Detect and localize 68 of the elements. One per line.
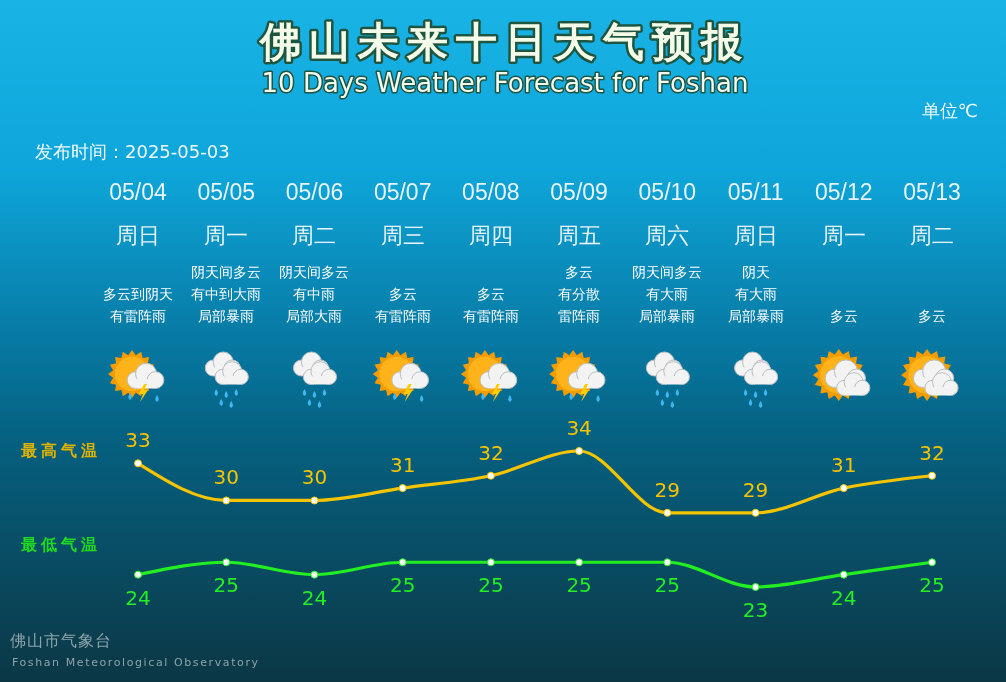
text: 多云 [918,308,946,324]
x-tick-label: 05/09 周五 [550,179,608,248]
data-label: 25 [213,573,239,598]
point [134,570,142,579]
data-label: 25 [919,573,945,598]
data-label: 24 [831,585,857,610]
text: 最低气温 [20,535,101,555]
data-label: 30 [213,465,239,490]
point [486,471,495,480]
text: 最高气温 [20,440,101,460]
x-tick-label: 05/08 周四 [462,179,520,248]
point [575,447,584,455]
x-tick-label: 05/07 周三 [373,179,432,248]
data-label: 29 [654,477,681,502]
chart-subtitle: 10 Days Weather Forecast for Foshan [261,68,749,98]
point [310,570,319,579]
data-label: 34 [566,416,592,440]
data-label: 25 [566,573,592,598]
data-label: 32 [919,440,945,465]
data-label: 31 [831,453,857,478]
data-label: 29 [742,477,769,502]
x-tick-label: 05/04 周日 [109,179,167,248]
data-label: 32 [478,440,504,465]
data-label: 31 [389,453,416,478]
data-label: 33 [125,428,151,453]
x-tick-label: 05/10 周六 [638,179,697,248]
text: 佛山市气象台 [10,631,112,650]
text: 多云有雷阵雨 [462,286,519,324]
point [928,471,936,480]
text: 阴天间多云有中到大雨局部暴雨 [191,264,262,324]
point [751,583,760,591]
point [663,558,672,567]
text: Foshan Meteorological Observatory [12,656,260,669]
point [839,484,848,493]
text: 阴天有大雨局部暴雨 [727,264,784,324]
point [310,496,319,505]
point [486,558,495,567]
point [222,496,231,505]
data-label: 25 [478,573,504,598]
text: 多云到阴天有雷阵雨 [103,286,173,324]
text: 多云有分散雷阵雨 [558,264,601,324]
point [928,558,936,567]
x-tick-label: 05/11 周日 [727,179,784,248]
text: 发布时间：2025-05-03 [35,141,230,162]
point [663,508,672,517]
data-label: 23 [742,598,769,622]
chart-title: 佛山未来十日天气预报 [258,18,750,66]
point [134,459,142,468]
text: 单位℃ [921,100,978,121]
x-tick-label: 05/12 周一 [815,179,873,248]
point [839,570,848,579]
point [575,558,584,567]
text: 阴天间多云有中雨局部大雨 [279,264,350,324]
text: 多云 [829,308,858,324]
point [751,508,760,517]
point [398,558,407,567]
point [398,484,407,493]
x-tick-label: 05/13 周二 [903,179,961,248]
text: 阴天间多云有大雨局部暴雨 [632,264,703,324]
x-tick-label: 05/06 周二 [285,179,344,248]
data-label: 30 [301,465,328,490]
data-label: 24 [301,585,328,610]
x-tick-label: 05/05 周一 [197,179,255,248]
data-label: 24 [125,585,151,610]
data-label: 25 [654,573,681,598]
text: 多云有雷阵雨 [374,286,431,324]
point [222,558,231,567]
data-label: 25 [389,573,416,598]
